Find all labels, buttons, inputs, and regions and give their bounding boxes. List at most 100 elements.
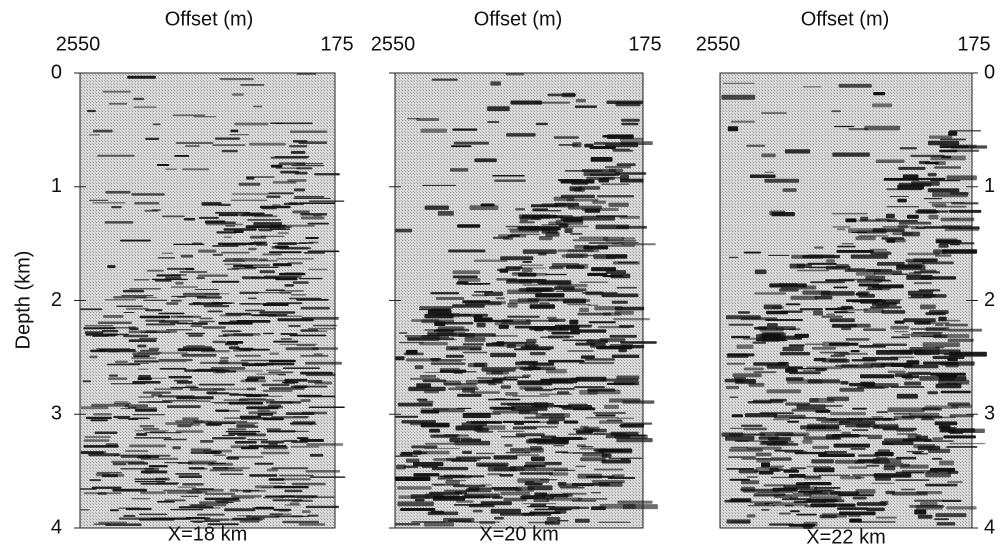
reflection [397,402,433,407]
reflection [778,283,798,286]
reflection [820,421,851,423]
reflection [754,470,781,472]
reflection [172,114,206,117]
reflection [829,359,850,363]
reflection [166,267,194,270]
reflection [606,419,623,422]
reflection [753,371,777,374]
reflection [574,386,605,389]
reflection [516,454,540,456]
reflection [764,502,773,505]
reflection [900,464,929,469]
reflection [164,499,186,502]
reflection [758,326,796,330]
reflection [107,351,120,353]
reflection [458,371,477,373]
reflection [567,403,588,406]
reflection [252,507,262,510]
reflection [622,400,655,404]
reflection [411,445,438,449]
reflection [820,291,855,296]
reflection [737,311,750,314]
reflection [308,268,328,271]
reflection [580,355,595,359]
reflection [204,220,226,223]
reflection [184,145,200,147]
reflection [88,134,100,136]
reflection [590,157,613,162]
reflection [237,433,266,437]
reflection [299,439,324,442]
reflection [915,435,929,440]
reflection [182,483,204,486]
reflection [424,442,455,445]
reflection [462,300,491,304]
reflection [780,310,803,313]
reflection [908,272,922,276]
reflection [927,172,937,177]
reflection [563,225,589,228]
reflection [166,302,179,305]
reflection [137,368,149,370]
reflection [127,462,149,465]
reflection [761,440,789,445]
reflection [229,320,253,323]
reflection [435,297,465,300]
reflection [296,344,316,347]
reflection [290,423,313,426]
reflection [909,174,919,178]
reflection [580,446,594,448]
reflection [471,391,500,394]
reflection [142,428,159,430]
reflection [137,344,147,348]
reflection [287,401,302,404]
reflection [175,473,200,475]
reflection [946,506,977,510]
reflection [298,141,328,144]
reflection [728,256,739,259]
reflection [213,467,250,470]
reflection [590,343,606,348]
reflection [725,385,740,390]
reflection [272,181,297,184]
reflection [587,428,607,433]
reflection [892,232,914,236]
reflection [793,500,827,503]
reflection [826,313,835,316]
reflection [764,332,786,338]
reflection [202,326,226,329]
reflection [452,270,481,275]
reflection [593,142,606,145]
reflection [807,254,835,259]
reflection [939,138,967,141]
reflection [492,175,525,177]
reflection [579,254,595,257]
reflection [464,337,486,342]
reflection [274,156,310,158]
reflection [224,508,256,512]
reflection [766,389,801,394]
reflection [131,498,151,500]
reflection [307,250,340,253]
reflection [904,374,913,380]
reflection [579,307,589,312]
reflection [554,286,575,291]
panel-caption: X=22 km [806,526,885,548]
reflection [749,174,776,178]
reflection [89,479,102,482]
reflection [585,358,615,361]
reflection [598,482,623,487]
reflection [232,258,243,260]
reflection [193,116,217,118]
reflection [872,228,905,233]
reflection [752,341,767,344]
reflection [225,312,252,316]
reflection [895,471,925,474]
reflection [240,84,265,86]
reflection [397,486,432,490]
reflection [153,388,184,390]
reflection [491,342,528,344]
reflection [111,206,122,209]
reflection [198,216,219,219]
reflection [547,93,576,97]
